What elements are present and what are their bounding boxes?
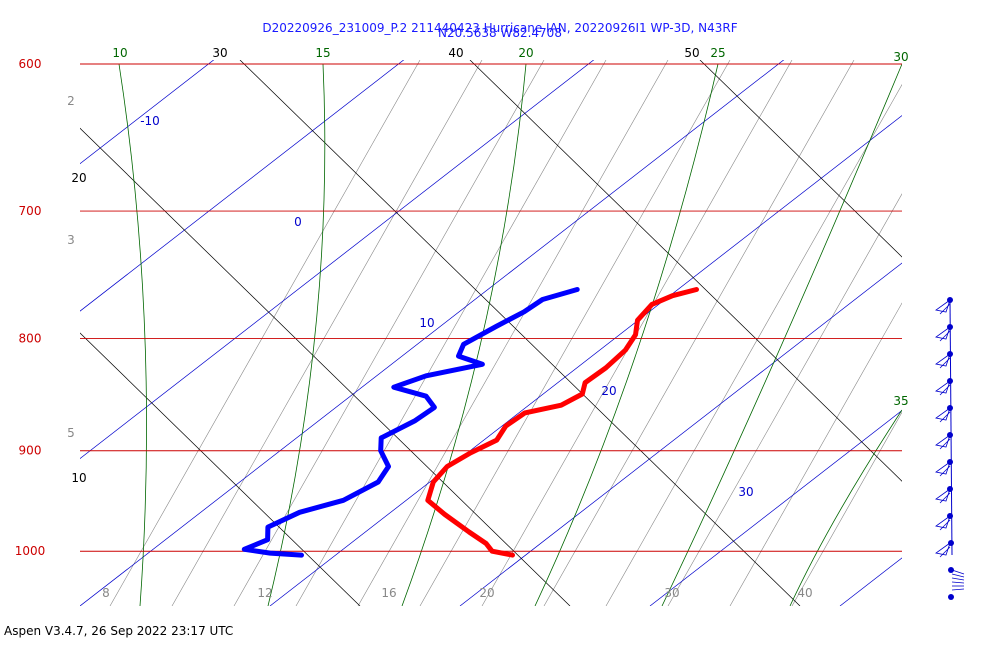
moist-adiabat-label: 35	[893, 394, 908, 408]
dry-adiabat-line	[239, 60, 801, 606]
wind-station-dot	[948, 594, 954, 600]
chart-title: D20220926_231009_P.2 211440423 Hurricane…	[262, 21, 738, 35]
wind-barb-feather	[951, 573, 965, 578]
mixing-ratio-line	[605, 84, 902, 606]
moist-adiabat-line	[267, 63, 326, 606]
dry-adiabat-line	[699, 60, 902, 258]
wind-barb-feather	[939, 438, 951, 450]
wind-barb-feather	[951, 581, 965, 584]
mixing-ratio-label: 12	[257, 586, 272, 600]
wind-barb-feather	[939, 465, 951, 477]
mixing-ratio-line	[419, 60, 731, 606]
pressure-label-1000: 1000	[15, 544, 46, 558]
dry-adiabat-label: 20	[71, 171, 86, 185]
wind-barb-feather	[951, 577, 965, 581]
mixing-ratio-line	[543, 60, 855, 606]
wind-barb-feather	[939, 303, 951, 315]
mixing-ratio-line	[109, 60, 421, 606]
mixing-ratio-label: 30	[664, 586, 679, 600]
isotherm-label: 10	[419, 316, 434, 330]
mixing-ratio-line	[667, 193, 902, 606]
mixing-ratio-line	[233, 60, 545, 606]
mixing-ratio-line	[295, 60, 607, 606]
moist-adiabat-line	[789, 409, 902, 606]
wind-barb-feather	[939, 411, 951, 423]
footer-version-timestamp: Aspen V3.4.7, 26 Sep 2022 23:17 UTC	[4, 624, 234, 638]
wind-barb-feather	[939, 519, 951, 531]
mixing-ratio-label: 16	[381, 586, 396, 600]
mixing-ratio-label: 40	[797, 586, 812, 600]
mixing-ratio-label: 3	[67, 233, 75, 247]
isotherm-line	[80, 60, 595, 460]
moist-adiabat-label: 30	[893, 50, 908, 64]
mixing-ratio-label: 5	[67, 426, 75, 440]
wind-barb-column	[935, 297, 965, 600]
pressure-label-800: 800	[19, 331, 42, 345]
wind-barb-feather	[939, 357, 951, 369]
isotherm-label: 30	[738, 485, 753, 499]
dry-adiabat-label: 10	[71, 471, 86, 485]
moist-adiabat-line	[118, 63, 147, 606]
isotherm-line	[80, 60, 405, 312]
moist-adiabat-label: 10	[112, 46, 127, 60]
isotherm-label: -10	[140, 114, 160, 128]
wind-barb-feather	[951, 569, 965, 575]
dry-adiabat-line	[469, 60, 902, 482]
moist-adiabat-label: 20	[518, 46, 533, 60]
wind-barb-feather	[939, 546, 951, 558]
temperature-profile	[425, 287, 699, 558]
mixing-ratio-line	[171, 60, 483, 606]
wind-station-dot	[948, 567, 954, 573]
mixing-ratio-label: 8	[102, 586, 110, 600]
wind-barb-feather	[951, 588, 965, 591]
pressure-label-600: 600	[19, 57, 42, 71]
dry-adiabat-label: 30	[212, 46, 227, 60]
wind-barb-feather	[939, 384, 951, 396]
moist-adiabat-line	[401, 63, 527, 606]
mixing-ratio-line	[791, 411, 902, 606]
mixing-ratio-label: 2	[67, 94, 75, 108]
isotherm-line	[459, 262, 902, 606]
chart-subtitle: N20.5638 W82.4708	[438, 26, 562, 40]
mixing-ratio-line	[357, 60, 669, 606]
wind-barb-feather	[939, 330, 951, 342]
dry-adiabat-line	[80, 332, 361, 606]
axis-labels: 600 700 800 900 1000 -10 0 10 20 30 30 40 50 20 10 10 15…	[15, 46, 909, 600]
dry-adiabat-label: 40	[448, 46, 463, 60]
dry-adiabat-line	[80, 127, 571, 606]
mixing-ratio-line	[729, 302, 902, 606]
moist-adiabat-line	[661, 63, 902, 606]
isotherm-line	[80, 60, 785, 606]
wind-barb-feather	[939, 492, 951, 504]
isotherm-line	[839, 557, 902, 606]
isotherm-label: 0	[294, 215, 302, 229]
moist-adiabat-line	[534, 63, 719, 606]
moist-adiabat-label: 25	[710, 46, 725, 60]
pressure-label-700: 700	[19, 204, 42, 218]
mixing-ratio-label: 20	[479, 586, 494, 600]
dry-adiabat-label: 50	[684, 46, 699, 60]
diagram-grid	[80, 60, 902, 606]
isotherm-line	[649, 410, 902, 606]
sounding-profiles	[241, 287, 699, 558]
moist-adiabat-label: 15	[315, 46, 330, 60]
pressure-label-900: 900	[19, 444, 42, 458]
wind-staff	[949, 299, 953, 556]
dewpoint-profile	[241, 287, 580, 558]
isotherm-label: 20	[601, 384, 616, 398]
